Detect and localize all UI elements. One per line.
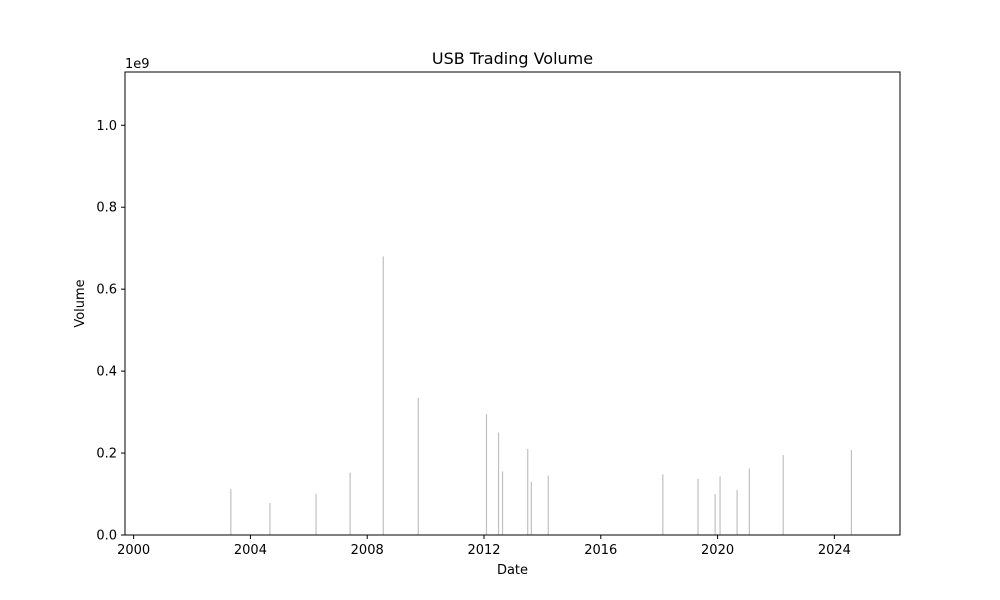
volume-bar xyxy=(530,481,532,535)
x-tick-label: 2000 xyxy=(117,543,150,558)
volume-bar xyxy=(782,455,784,535)
x-tick-label: 2020 xyxy=(701,543,734,558)
volume-bar xyxy=(714,494,716,535)
volume-bar xyxy=(662,474,664,535)
chart-title: USB Trading Volume xyxy=(432,49,593,68)
volume-bar xyxy=(850,450,852,535)
y-tick-label: 0.0 xyxy=(96,529,117,544)
x-tick-label: 2004 xyxy=(234,543,267,558)
volume-bar xyxy=(501,471,504,535)
volume-bar xyxy=(485,414,488,535)
volume-bar xyxy=(697,478,699,535)
volume-bar xyxy=(527,448,529,535)
volume-bar xyxy=(349,472,351,535)
volume-bar xyxy=(719,476,721,535)
volume-bar xyxy=(497,432,500,535)
plot-frame xyxy=(124,71,901,536)
volume-bar xyxy=(748,468,750,535)
y-offset-label: 1e9 xyxy=(125,57,150,72)
y-tick-label: 0.6 xyxy=(96,283,117,298)
volume-bar xyxy=(382,256,384,535)
bars-group xyxy=(230,256,852,535)
y-axis: 0.0 0.2 0.4 0.6 0.8 1.0 xyxy=(96,119,125,544)
volume-bar xyxy=(547,475,549,535)
volume-bar xyxy=(417,397,419,535)
volume-bar xyxy=(269,503,271,535)
x-tick-label: 2012 xyxy=(467,543,500,558)
volume-bar xyxy=(230,489,232,535)
y-tick-label: 0.4 xyxy=(96,365,117,380)
y-tick-label: 0.2 xyxy=(96,447,117,462)
x-tick-label: 2024 xyxy=(818,543,851,558)
volume-bar xyxy=(736,489,738,535)
x-tick-label: 2008 xyxy=(351,543,384,558)
x-axis-label: Date xyxy=(497,563,528,578)
volume-bar xyxy=(315,494,317,535)
x-axis: 2000 2004 2008 2012 2016 2020 2024 xyxy=(117,535,851,558)
y-axis-label: Volume xyxy=(73,279,88,327)
y-tick-label: 1.0 xyxy=(96,119,117,134)
x-tick-label: 2016 xyxy=(584,543,617,558)
y-tick-label: 0.8 xyxy=(96,201,117,216)
